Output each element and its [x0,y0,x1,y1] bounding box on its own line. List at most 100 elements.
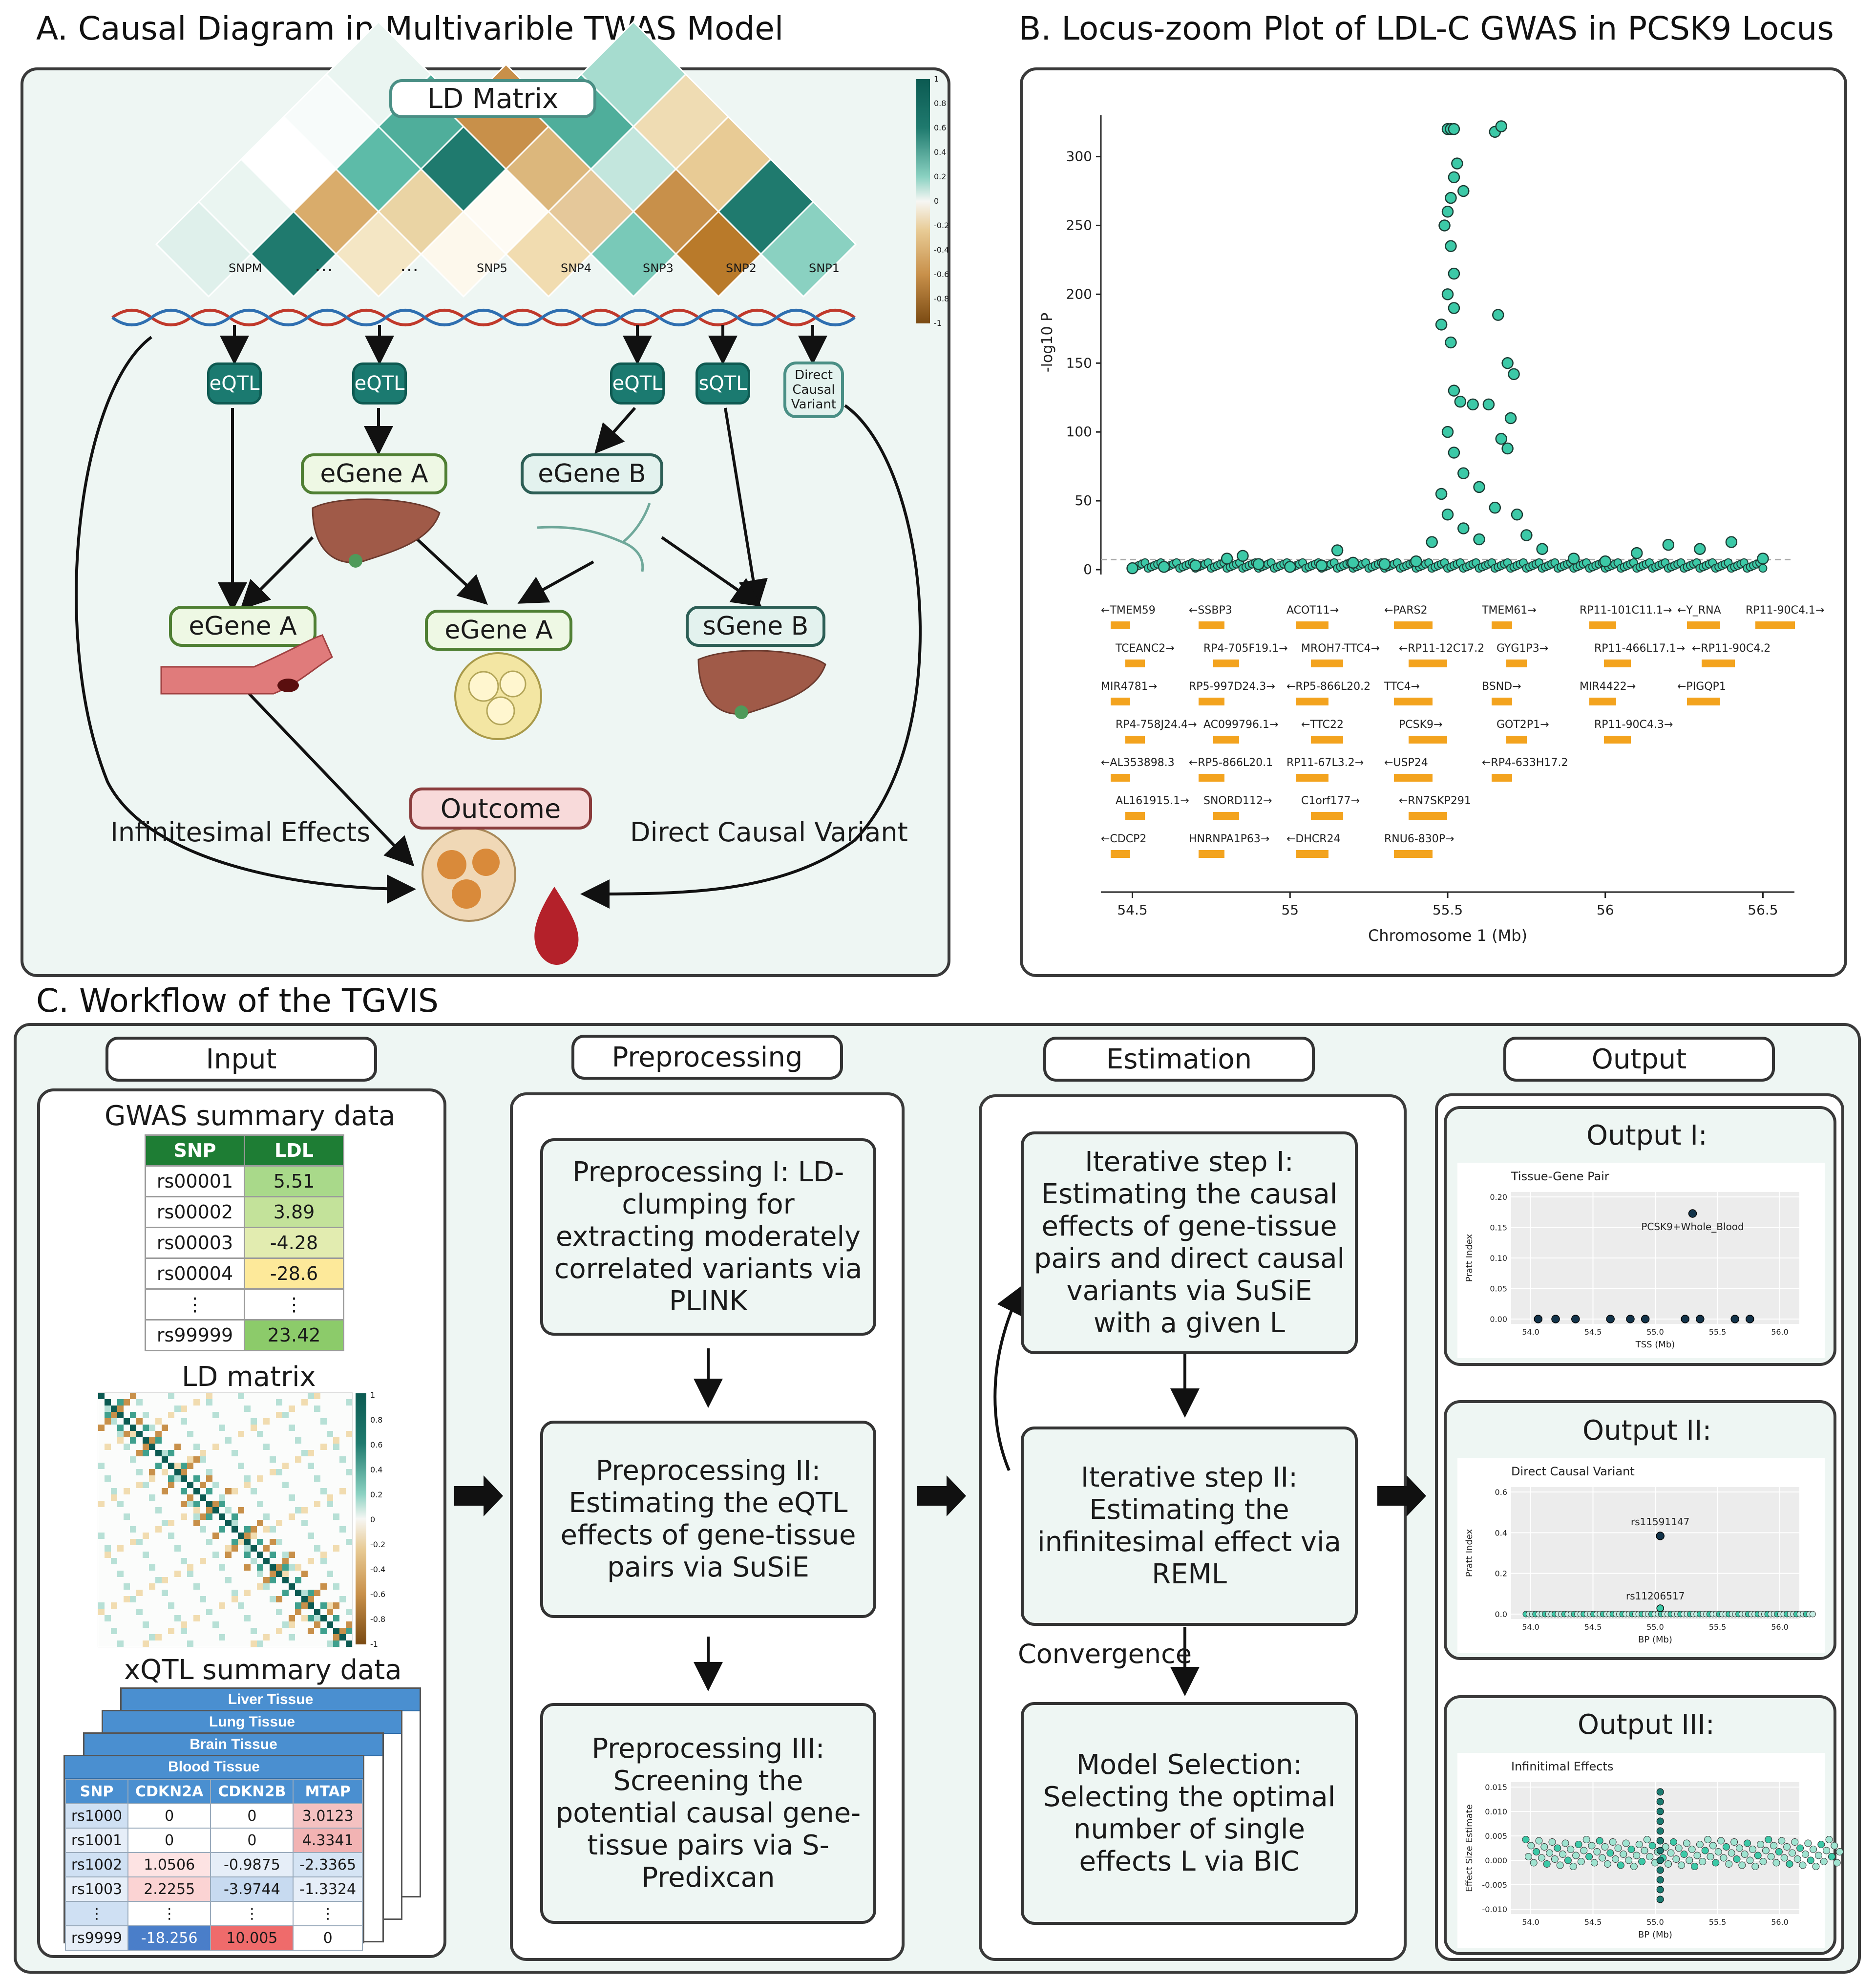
gene-body [1394,621,1433,629]
ld-heatmap-cell [155,1463,162,1469]
gene-body [1394,774,1433,782]
ld-heatmap-cell [244,1526,251,1533]
gene-label: GYG1P3→ [1497,642,1548,655]
gene-label: ←Y_RNA [1677,604,1721,617]
scatter-point [1564,1856,1572,1864]
ld-heatmap-cell [174,1444,181,1450]
gene-body [1409,812,1447,820]
x-tick-label: 55.5 [1709,1622,1727,1632]
ld-heatmap-cell [155,1418,162,1425]
scatter-point [1467,398,1479,411]
gene-label: ←RP11-90C4.2 [1692,642,1771,655]
preprocessing-step-2: Preprocessing II: Estimating the eQTL ef… [540,1421,876,1618]
ld-heatmap-cell [212,1533,219,1539]
ld-heatmap-cell [339,1488,346,1494]
scatter-point [1836,1848,1844,1855]
ld-heatmap-cell [181,1628,187,1634]
ld-heatmap-cell [263,1558,270,1564]
scatter-point [1501,357,1514,369]
ld-heatmap-cell [111,1418,117,1425]
ld-heatmap-cell [263,1418,270,1425]
table-row: rs00004 -28.6 [145,1257,344,1290]
ld-heatmap-cell [105,1418,111,1425]
scatter-point [1741,1851,1749,1858]
ld-heatmap-cell [130,1425,136,1431]
ld-heatmap-cell [282,1621,289,1628]
ld-heatmap-cell [136,1431,143,1437]
ld-heatmap-cell [206,1475,212,1482]
scatter-point [1622,1839,1630,1847]
ld-heatmap-cell [200,1450,206,1456]
ld-heatmap-cell [155,1507,162,1513]
ld-heatmap-cell [181,1418,187,1425]
ld-heatmap-cell [136,1450,143,1456]
scatter-point [1667,1849,1675,1857]
y-axis-label: Pratt Index [1464,1529,1475,1577]
scatter-point [1757,553,1769,565]
scatter-point [1744,1839,1751,1847]
ld-heatmap-cell [282,1558,289,1564]
scatter-point [1688,1209,1697,1218]
ld-heatmap-cell [98,1533,105,1539]
ld-heatmap-cell [219,1501,225,1507]
ld-heatmap-cell [289,1513,295,1520]
gene-body [1702,660,1735,667]
ld-heatmap-cell [295,1609,301,1615]
iterative-step-1: Iterative step I: Estimating the causal … [1021,1131,1358,1354]
x-axis-label: TSS (Mb) [1635,1340,1675,1350]
ld-heatmap-cell [333,1437,339,1444]
scatter-point [1680,1851,1688,1858]
y-tick-label: 0.0 [1495,1610,1507,1619]
ld-heatmap-cell [174,1545,181,1552]
gene-body [1199,774,1224,782]
ld-heatmap-cell [282,1590,289,1596]
ld-heatmap-cell [105,1406,111,1412]
ld-heatmap-cell [333,1615,339,1621]
gene-label: ←RP5-866L20.2 [1286,681,1370,693]
x-axis-label: BP (Mb) [1638,1930,1672,1940]
scatter-point [1448,171,1460,184]
ld-heatmap-cell [225,1552,232,1558]
y-tick-label: 0.05 [1490,1284,1507,1294]
ld-heatmap-cell [346,1431,352,1437]
scatter-point [1656,1886,1664,1894]
ld-heatmap-cell [111,1558,117,1564]
scatter-point [1812,1863,1820,1870]
ld-heatmap-cell [282,1552,289,1558]
y-tick-label: 0.10 [1490,1254,1507,1263]
scatter-point [1823,1847,1831,1854]
scatter-point [1656,1856,1664,1864]
scatter-point [1631,547,1643,559]
ld-heatmap-cell [301,1615,308,1621]
ld-heatmap-cell [333,1583,339,1590]
gene-label: BSND→ [1482,681,1521,693]
ld-heatmap-cell [117,1545,124,1552]
gene-label: ←TTC22 [1301,719,1344,731]
ld-heatmap-cell [295,1437,301,1444]
eqtl-tag: eQTL [610,362,665,405]
scatter-point [1538,1854,1545,1862]
ld-heatmap-cell [276,1520,282,1526]
scatter-point [1656,1827,1664,1835]
ld-heatmap-cell [136,1469,143,1475]
ld-heatmap-cell [219,1494,225,1501]
ld-heatmap-cell [219,1602,225,1609]
scatter-point [1630,1863,1638,1870]
scatter-point [1561,1839,1569,1847]
scatter-point [1482,398,1495,411]
scatter-point [1551,1315,1560,1323]
ld-heatmap-cell [181,1558,187,1564]
gene-body [1213,660,1239,667]
ld-heatmap-cell [339,1456,346,1463]
y-tick-label: 0.015 [1485,1783,1507,1792]
gene-body [1755,621,1795,629]
scatter-point [1252,558,1265,570]
ld-heatmap-cell [289,1634,295,1640]
scatter-point [1606,1849,1614,1857]
ld-heatmap-cell [212,1621,219,1628]
ld-heatmap-cell [143,1533,149,1539]
ld-heatmap-cell [193,1501,200,1507]
ld-heatmap-cell [162,1450,168,1456]
gene-label: ←RP11-12C17.2 [1399,642,1484,655]
